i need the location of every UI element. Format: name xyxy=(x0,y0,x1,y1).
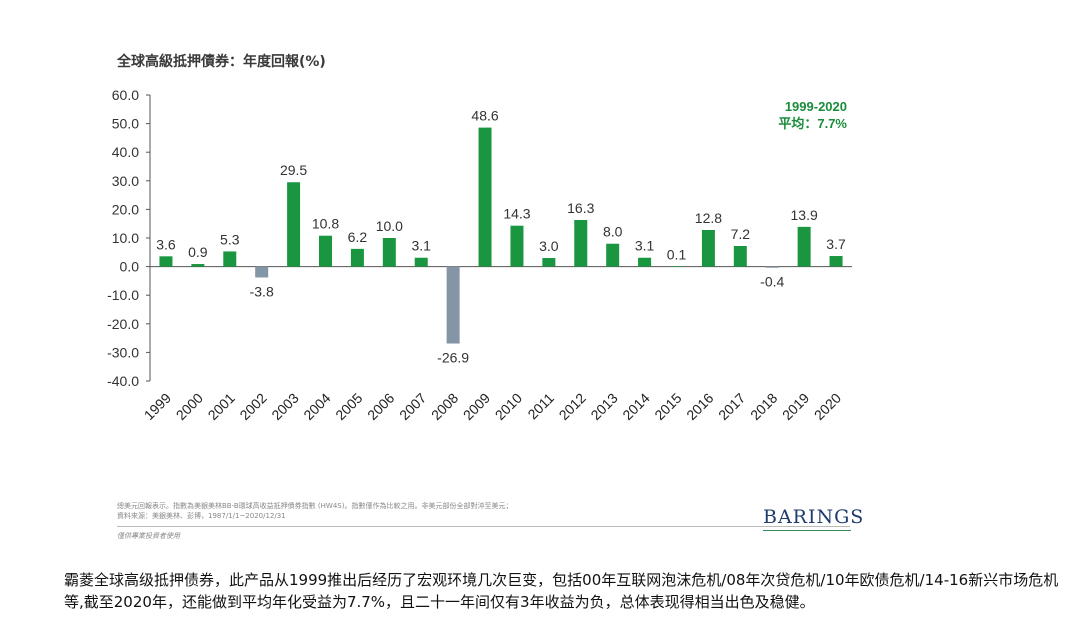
data-label-2008: -26.9 xyxy=(437,350,469,366)
chart-bars xyxy=(159,127,843,344)
x-tick-label-2008: 2008 xyxy=(428,390,461,423)
x-tick-label-2001: 2001 xyxy=(205,390,238,423)
y-tick-label: -20.0 xyxy=(107,316,139,332)
x-tick-label-2007: 2007 xyxy=(396,390,429,423)
data-label-2003: 29.5 xyxy=(280,162,307,178)
data-label-2004: 10.8 xyxy=(312,216,339,232)
data-label-2013: 8.0 xyxy=(603,224,623,240)
y-tick-label: 20.0 xyxy=(112,201,139,217)
data-label-2007: 3.1 xyxy=(411,238,431,254)
data-label-2011: 3.0 xyxy=(539,238,559,254)
bar-2003 xyxy=(287,182,301,267)
data-label-2015: 0.1 xyxy=(667,246,687,262)
bar-2016 xyxy=(701,229,715,267)
bar-2000 xyxy=(191,264,205,267)
x-tick-label-2012: 2012 xyxy=(556,390,589,423)
y-tick-label: -30.0 xyxy=(107,344,139,360)
data-label-2012: 16.3 xyxy=(567,200,594,216)
data-label-2010: 14.3 xyxy=(503,206,530,222)
y-tick-label: 40.0 xyxy=(112,144,139,160)
bar-2015 xyxy=(670,266,683,267)
x-tick-label-2020: 2020 xyxy=(811,390,844,423)
source-footnote: 總美元回報表示。指數為美銀美林BB-B環球高收益抵押債券指數 (HW4S)。指數… xyxy=(117,501,677,521)
average-return-label: 平均：7.7% xyxy=(778,116,847,131)
data-label-2001: 5.3 xyxy=(220,231,240,247)
bar-2011 xyxy=(542,258,556,267)
bar-2006 xyxy=(382,238,396,267)
bar-2013 xyxy=(606,243,620,267)
data-label-2009: 48.6 xyxy=(471,108,498,124)
y-tick-label: 50.0 xyxy=(112,116,139,132)
chart-axes: 60.0 50.0 40.0 30.0 20.0 10.0 0.0 -10.0 -20.0 -30… xyxy=(107,87,852,389)
chart-title: 全球高級抵押債券：年度回報(%) xyxy=(117,54,326,70)
x-tick-label-2010: 2010 xyxy=(492,390,525,423)
x-tick-label-2016: 2016 xyxy=(683,390,716,423)
y-tick-label: 10.0 xyxy=(112,230,139,246)
bar-chart: 60.0 50.0 40.0 30.0 20.0 10.0 0.0 -10.0 -20.0 -30… xyxy=(107,87,852,423)
x-tick-label-2004: 2004 xyxy=(300,390,333,423)
x-tick-label-2002: 2002 xyxy=(236,390,269,423)
x-tick-label-2014: 2014 xyxy=(619,390,652,423)
x-tick-label-2018: 2018 xyxy=(747,390,780,423)
x-tick-label-2013: 2013 xyxy=(587,390,620,423)
bar-1999 xyxy=(159,256,173,267)
data-label-2018: -0.4 xyxy=(760,274,784,290)
x-tick-label-2015: 2015 xyxy=(651,390,684,423)
footer-divider xyxy=(117,526,850,527)
bar-2002 xyxy=(255,266,269,278)
barings-logo: BARINGS xyxy=(763,506,865,528)
x-tick-label-2011: 2011 xyxy=(524,390,557,423)
bar-2004 xyxy=(319,235,332,267)
x-tick-label-2005: 2005 xyxy=(332,390,365,423)
bar-2019 xyxy=(797,226,811,267)
bar-2001 xyxy=(223,251,237,267)
y-tick-label: -10.0 xyxy=(107,287,139,303)
x-tick-label-2019: 2019 xyxy=(779,390,812,423)
data-label-2002: -3.8 xyxy=(250,283,274,299)
average-period-label: 1999-2020 xyxy=(785,99,847,114)
y-tick-label: 30.0 xyxy=(112,173,139,189)
data-label-2019: 13.9 xyxy=(791,207,818,223)
caption-text: 霸菱全球高级抵押债券，此产品从1999推出后经历了宏观环境几次巨变，包括00年互… xyxy=(64,571,1059,611)
data-label-2006: 10.0 xyxy=(376,218,403,234)
bar-2012 xyxy=(574,219,588,267)
bar-2008 xyxy=(446,266,460,344)
footnote-line-2: 資料來源：美銀美林、彭博，1987/1/1~2020/12/31 xyxy=(117,512,286,520)
chart-data-labels: 3.6 0.9 5.3 -3.8 29.5 10.8 6.2 10.0 3.1 -26.9 48.6… xyxy=(156,108,846,366)
y-tick-label: -40.0 xyxy=(107,373,139,389)
data-label-2000: 0.9 xyxy=(188,244,208,260)
footnote-line-1: 總美元回報表示。指數為美銀美林BB-B環球高收益抵押債券指數 (HW4S)。指數… xyxy=(117,502,513,510)
x-tick-label-2000: 2000 xyxy=(173,390,206,423)
y-tick-label: 0.0 xyxy=(120,259,140,275)
data-label-2014: 3.1 xyxy=(635,238,655,254)
x-tick-label-2017: 2017 xyxy=(715,390,748,423)
bar-2018 xyxy=(765,266,779,268)
bar-2010 xyxy=(510,225,524,267)
x-tick-label-2009: 2009 xyxy=(460,390,493,423)
chart-x-labels: 1999200020012002200320042005200620072008… xyxy=(141,390,845,423)
x-tick-label-2003: 2003 xyxy=(268,390,301,423)
x-tick-label-1999: 1999 xyxy=(141,390,174,423)
bar-2020 xyxy=(829,256,843,267)
y-tick-label: 60.0 xyxy=(112,87,139,103)
data-label-2016: 12.8 xyxy=(695,210,722,226)
bar-2009 xyxy=(478,127,492,267)
bar-2017 xyxy=(733,246,747,267)
data-label-2017: 7.2 xyxy=(731,226,751,242)
bar-2007 xyxy=(414,257,428,267)
data-label-2020: 3.7 xyxy=(826,236,846,252)
bar-2005 xyxy=(350,248,364,267)
data-label-1999: 3.6 xyxy=(156,236,176,252)
x-tick-label-2006: 2006 xyxy=(364,390,397,423)
logo-underline xyxy=(763,530,851,531)
disclaimer-text: 僅供專業投資者使用 xyxy=(117,532,180,540)
bar-2014 xyxy=(638,257,652,267)
data-label-2005: 6.2 xyxy=(348,229,368,245)
